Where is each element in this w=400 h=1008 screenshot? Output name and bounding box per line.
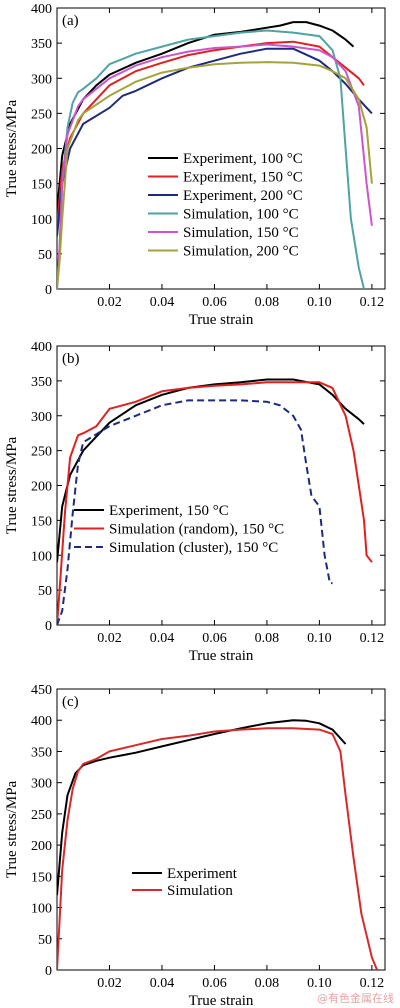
- y-axis-title: True stress/MPa: [4, 99, 20, 197]
- x-tick-label: 0.10: [307, 976, 332, 991]
- legend-label: Experiment, 100 °C: [183, 151, 303, 167]
- y-tick-label: 250: [31, 808, 52, 823]
- legend-label: Experiment, 150 °C: [183, 170, 303, 186]
- panel-label: (b): [62, 351, 80, 367]
- y-tick-label: 50: [38, 933, 52, 948]
- legend-label: Experiment, 200 °C: [183, 188, 303, 204]
- series-line-5: [57, 43, 373, 289]
- legend-label: Simulation (cluster), 150 °C: [109, 540, 278, 556]
- y-tick-label: 200: [31, 480, 52, 495]
- plot-frame: [56, 688, 386, 971]
- y-axis-title: True stress/MPa: [4, 780, 20, 878]
- x-tick-label: 0.04: [150, 295, 175, 310]
- chart-panel-1: 0 50 100 150 200 250 300 350 400 0.02 0.04 0.06 0.08…: [4, 2, 386, 328]
- y-tick-label: 50: [38, 584, 52, 599]
- chart-panel-2: 0 50 100 150 200 250 300 350 400 0.02 0.04 0.06 0.08…: [4, 340, 386, 664]
- x-tick-label: 0.08: [255, 295, 280, 310]
- y-tick-label: 0: [45, 619, 52, 634]
- x-axis-title: True strain: [189, 312, 254, 328]
- watermark: @有色金属在线: [317, 992, 394, 1005]
- series-line-2: [57, 727, 379, 970]
- legend-label: Simulation: [167, 883, 233, 899]
- x-tick-label: 0.02: [97, 976, 122, 991]
- y-tick-label: 250: [31, 107, 52, 122]
- y-tick-label: 150: [31, 178, 52, 193]
- x-tick-label: 0.12: [360, 976, 385, 991]
- x-tick-label: 0.12: [360, 295, 385, 310]
- y-tick-label: 300: [31, 72, 52, 87]
- legend-label: Experiment, 150 °C: [109, 503, 229, 519]
- x-tick-label: 0.12: [360, 631, 385, 646]
- x-tick-label: 0.08: [255, 976, 280, 991]
- y-tick-label: 450: [31, 683, 52, 698]
- x-tick-label: 0.06: [202, 976, 227, 991]
- legend: Experiment, 100 °C Experiment, 150 °C Expe…: [148, 151, 303, 260]
- y-tick-label: 300: [31, 410, 52, 425]
- x-tick-label: 0.02: [97, 295, 122, 310]
- panel-label: (c): [62, 694, 79, 710]
- legend-label: Simulation, 100 °C: [183, 207, 299, 223]
- series-line-4: [57, 29, 365, 289]
- y-tick-label: 150: [31, 870, 52, 885]
- series-line-6: [57, 61, 373, 289]
- legend-label: Simulation, 200 °C: [183, 244, 299, 260]
- y-tick-label: 350: [31, 37, 52, 52]
- y-tick-label: 400: [31, 714, 52, 729]
- x-tick-label: 0.02: [97, 631, 122, 646]
- y-tick-label: 0: [45, 283, 52, 298]
- x-tick-label: 0.10: [307, 631, 332, 646]
- y-tick-label: 150: [31, 514, 52, 529]
- legend: Experiment, 150 °C Simulation (random), 1…: [74, 503, 284, 556]
- y-axis-title: True stress/MPa: [4, 436, 20, 534]
- y-tick-label: 400: [31, 2, 52, 17]
- legend-label: Experiment: [167, 866, 238, 882]
- y-tick-label: 350: [31, 745, 52, 760]
- legend-label: Simulation, 150 °C: [183, 225, 299, 241]
- plot-frame: [56, 345, 386, 626]
- chart-panel-3: 0 50 100 150 200 250 300 350 400 450 0.02 0.04 0.06 0…: [4, 683, 386, 1008]
- y-tick-label: 50: [38, 248, 52, 263]
- y-tick-label: 0: [45, 964, 52, 979]
- x-axis-title: True strain: [189, 648, 254, 664]
- legend-label: Simulation (random), 150 °C: [109, 522, 284, 538]
- y-tick-label: 350: [31, 375, 52, 390]
- panel-label: (a): [62, 13, 79, 29]
- x-tick-label: 0.06: [202, 295, 227, 310]
- series-line-3: [57, 399, 333, 625]
- y-tick-label: 400: [31, 340, 52, 355]
- x-tick-label: 0.08: [255, 631, 280, 646]
- x-tick-label: 0.10: [307, 295, 332, 310]
- y-tick-label: 100: [31, 213, 52, 228]
- x-tick-label: 0.04: [150, 976, 175, 991]
- x-tick-label: 0.06: [202, 631, 227, 646]
- x-tick-label: 0.04: [150, 631, 175, 646]
- y-tick-label: 100: [31, 549, 52, 564]
- y-tick-label: 300: [31, 777, 52, 792]
- x-axis-title: True strain: [189, 993, 254, 1008]
- y-tick-label: 250: [31, 445, 52, 460]
- y-tick-label: 100: [31, 902, 52, 917]
- series-line-1: [57, 719, 347, 896]
- series-line-2: [57, 381, 373, 625]
- y-tick-label: 200: [31, 839, 52, 854]
- y-tick-label: 200: [31, 143, 52, 158]
